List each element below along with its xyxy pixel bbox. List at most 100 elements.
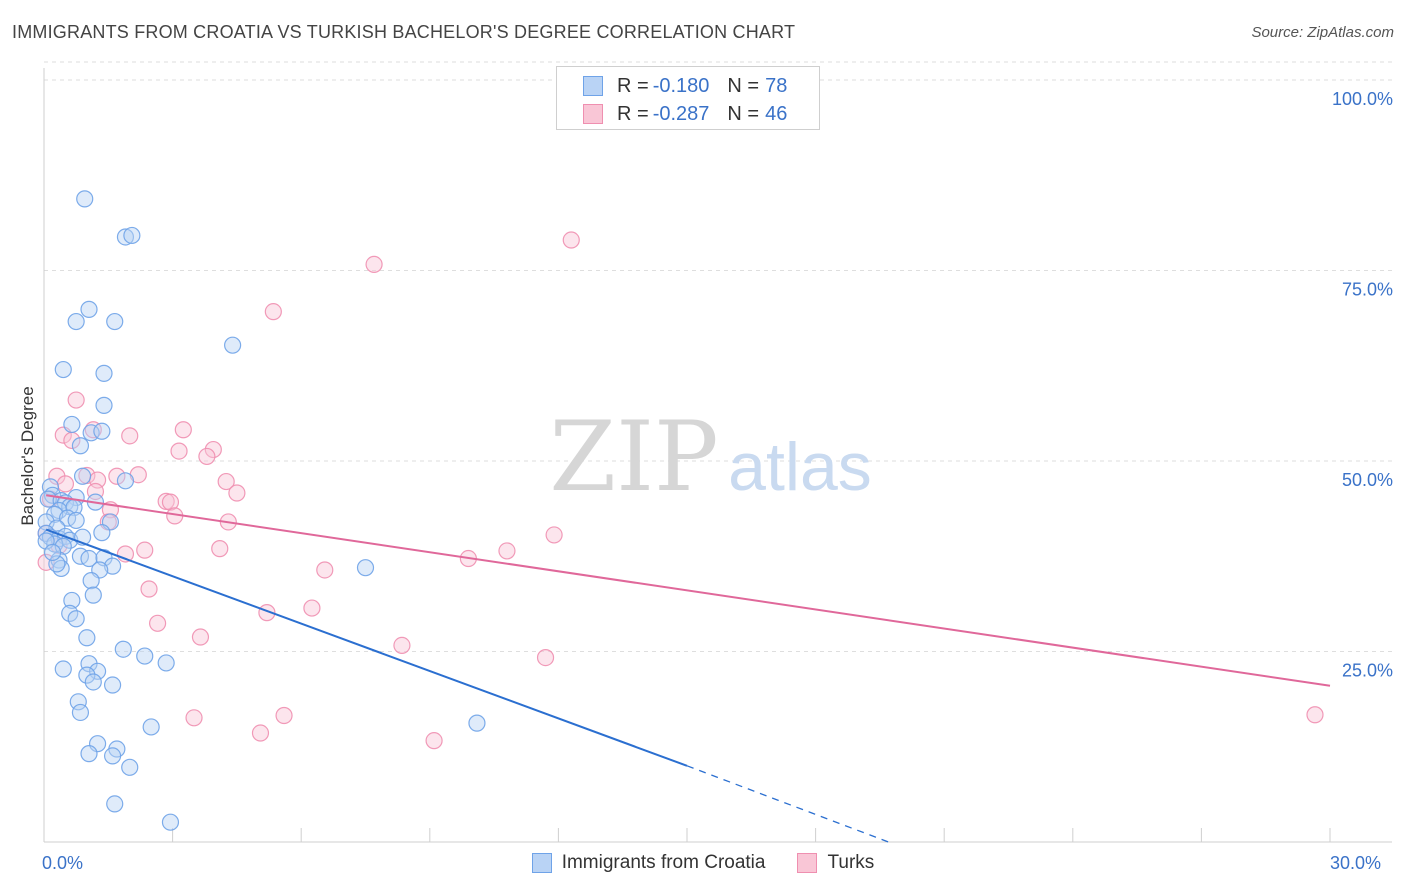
correlation-legend: R = -0.180 N = 78 R = -0.287 N = 46: [556, 66, 820, 130]
croatia-point: [157, 654, 175, 672]
turks-point: [84, 421, 102, 439]
turks-point: [136, 541, 154, 559]
turks-point: [121, 427, 139, 445]
turks-point: [316, 561, 334, 579]
turks-point: [498, 542, 516, 560]
y-axis-label: Bachelor's Degree: [18, 386, 37, 526]
turks-point: [161, 493, 180, 511]
series-legend-croatia[interactable]: Immigrants from Croatia: [531, 852, 766, 874]
turks-point: [211, 540, 229, 558]
legend-r-label: R =: [617, 74, 649, 97]
croatia-point: [106, 312, 124, 331]
turks-point: [67, 391, 85, 409]
turks-point: [275, 706, 293, 725]
turks-point: [198, 447, 216, 466]
croatia-point: [54, 660, 72, 678]
croatia-trend-extension: [686, 765, 889, 843]
croatia-points: [37, 190, 486, 831]
legend-r-value: -0.180: [652, 74, 710, 97]
turks-point: [140, 580, 158, 598]
croatia-point: [63, 415, 81, 434]
turks-point: [56, 475, 75, 493]
croatia-point: [76, 190, 94, 208]
croatia-point: [224, 336, 242, 354]
turks-point: [37, 553, 55, 571]
trend-lines: [45, 494, 1331, 843]
turks-point: [204, 440, 222, 459]
croatia-point: [136, 647, 154, 665]
croatia-point: [114, 640, 132, 658]
legend-r-label: R =: [617, 102, 649, 125]
series-legend: Immigrants from Croatia Turks: [0, 852, 1406, 874]
croatia-point: [67, 610, 85, 628]
croatia-point: [78, 629, 96, 647]
turks-point: [185, 709, 203, 727]
turks-point: [365, 255, 383, 274]
y-tick-label: 50.0%: [1342, 470, 1393, 490]
y-tick-label: 25.0%: [1342, 661, 1393, 681]
croatia-point: [84, 586, 102, 604]
x-tick-label-min: 0.0%: [42, 853, 84, 873]
croatia-point: [103, 676, 122, 694]
turks-point: [174, 421, 192, 439]
legend-swatch-turks: [583, 104, 603, 124]
watermark-zip: ZIP: [549, 401, 718, 513]
croatia-point: [93, 524, 111, 542]
series-swatch-turks: [797, 853, 818, 873]
turks-point: [536, 648, 555, 667]
x-tick-label-max: 30.0%: [1330, 853, 1382, 873]
series-label-turks: Turks: [827, 852, 875, 873]
legend-n-label: N =: [727, 102, 760, 125]
croatia-point: [116, 472, 135, 490]
turks-point: [228, 484, 246, 502]
croatia-point: [71, 437, 90, 455]
croatia-point: [356, 559, 375, 577]
croatia-point: [116, 228, 135, 246]
legend-n-label: N =: [727, 74, 760, 97]
legend-r-value: -0.287: [652, 102, 710, 125]
series-legend-turks[interactable]: Turks: [797, 852, 874, 874]
croatia-point: [82, 424, 100, 442]
croatia-point: [121, 758, 139, 776]
croatia-point: [106, 795, 124, 813]
croatia-point: [123, 226, 141, 245]
y-tick-labels: 25.0% 50.0% 75.0% 100.0%: [1332, 89, 1393, 681]
croatia-point: [161, 813, 180, 831]
croatia-point: [95, 364, 113, 382]
croatia-point: [67, 511, 85, 530]
watermark: ZIP atlas: [549, 401, 871, 513]
turks-point: [545, 526, 563, 544]
legend-row-croatia: R = -0.180 N = 78: [583, 72, 787, 100]
croatia-point: [142, 718, 160, 736]
series-label-croatia: Immigrants from Croatia: [561, 852, 766, 873]
turks-point: [303, 599, 321, 617]
croatia-trend-line: [45, 528, 688, 767]
croatia-point: [63, 591, 81, 610]
croatia-point: [69, 693, 87, 711]
source-label: Source: ZipAtlas.com: [1251, 24, 1394, 41]
croatia-point: [103, 747, 122, 765]
series-swatch-croatia: [531, 853, 552, 873]
croatia-point: [95, 396, 113, 414]
croatia-point: [468, 714, 486, 732]
turks-point: [191, 628, 210, 646]
turks-trend-line: [45, 494, 1331, 687]
croatia-point: [54, 360, 72, 379]
turks-point: [108, 467, 126, 485]
turks-points: [37, 231, 1324, 750]
croatia-point: [71, 703, 90, 722]
turks-point: [148, 614, 167, 632]
croatia-point: [73, 467, 92, 485]
croatia-point: [67, 312, 85, 331]
watermark-atlas: atlas: [728, 429, 872, 505]
y-tick-label: 75.0%: [1342, 280, 1393, 300]
croatia-point: [88, 662, 107, 680]
legend-swatch-croatia: [583, 76, 603, 96]
croatia-point: [93, 422, 111, 440]
grid-lines: [44, 61, 1392, 652]
legend-n-value: 78: [765, 74, 788, 97]
turks-point: [1306, 706, 1324, 724]
croatia-point: [43, 543, 62, 562]
croatia-point: [80, 745, 98, 763]
